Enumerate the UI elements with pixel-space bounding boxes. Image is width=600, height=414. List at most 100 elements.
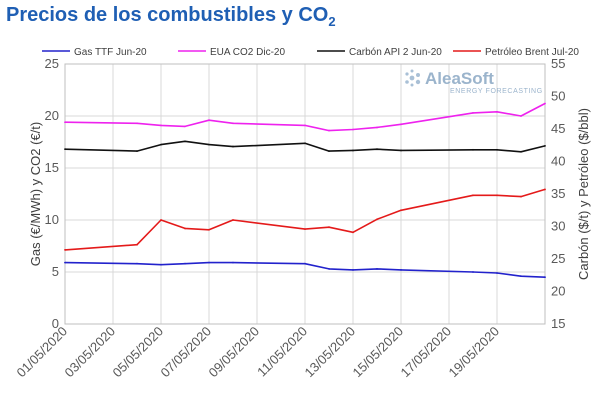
data-point: [184, 125, 186, 128]
data-point: [376, 267, 378, 270]
data-point: [496, 148, 498, 151]
y-axis-left-ticks: 0 5 10 15 20 25: [45, 56, 59, 331]
x-tick-label: 07/05/2020: [157, 324, 214, 381]
x-tick-label: 05/05/2020: [109, 324, 166, 381]
y2-tick-label: 35: [551, 186, 565, 201]
y-tick-label: 25: [45, 56, 59, 71]
data-point: [376, 126, 378, 129]
y2-tick-label: 55: [551, 56, 565, 71]
logo-dot: [416, 73, 420, 77]
x-tick-label: 01/05/2020: [13, 324, 70, 381]
data-point: [232, 261, 234, 264]
data-point: [496, 110, 498, 113]
data-point: [328, 129, 330, 132]
data-point: [376, 148, 378, 151]
data-point: [328, 150, 330, 153]
data-point: [184, 140, 186, 143]
logo-dot: [409, 75, 415, 81]
data-point: [304, 262, 306, 265]
data-point: [136, 243, 138, 246]
data-point: [544, 102, 546, 105]
data-point: [64, 121, 66, 124]
data-point: [400, 123, 402, 126]
data-point: [304, 142, 306, 145]
data-point: [64, 249, 66, 251]
data-point: [520, 115, 522, 117]
data-point: [64, 148, 66, 151]
y-axis-right-label: Carbón ($/t) y Petróleo ($/bbl): [576, 108, 591, 280]
y2-tick-label: 40: [551, 154, 565, 169]
data-point: [400, 149, 402, 152]
y-tick-label: 20: [45, 108, 59, 123]
logo-dot: [405, 72, 409, 76]
legend-entry-2: Carbón API 2 Jun-20: [349, 47, 442, 58]
y-axis-left-label: Gas (€/MWh) y CO2 (€/t): [28, 122, 43, 266]
logo-brand: AleaSoft: [425, 69, 494, 88]
data-point: [184, 262, 186, 265]
data-point: [160, 263, 162, 266]
y-tick-label: 15: [45, 160, 59, 175]
data-point: [160, 143, 162, 146]
data-point: [304, 228, 306, 231]
data-point: [136, 262, 138, 265]
y2-tick-label: 25: [551, 251, 565, 266]
y2-tick-label: 45: [551, 121, 565, 136]
gridlines: [64, 63, 545, 325]
data-point: [496, 272, 498, 274]
data-point: [208, 119, 210, 122]
data-point: [208, 143, 210, 146]
data-point: [232, 145, 234, 148]
data-point: [208, 228, 210, 231]
legend: Gas TTF Jun-20 EUA CO2 Dic-20 Carbón API 2…: [42, 47, 579, 58]
data-point: [184, 227, 186, 230]
logo-dot: [405, 80, 409, 84]
plot-frame: [64, 63, 546, 325]
x-tick-label: 13/05/2020: [301, 324, 358, 381]
y2-tick-label: 50: [551, 89, 565, 104]
legend-entry-0: Gas TTF Jun-20: [74, 47, 147, 58]
chart-title-subscript: 2: [328, 14, 336, 29]
data-point: [304, 124, 306, 127]
data-point: [544, 145, 546, 147]
data-point: [160, 219, 162, 221]
y-tick-label: 5: [52, 264, 59, 279]
data-point: [352, 128, 354, 131]
data-point: [328, 267, 330, 270]
chart-title-main: Precios de los combustibles y CO: [6, 4, 329, 26]
data-point: [472, 194, 474, 197]
data-point: [376, 218, 378, 221]
data-point: [136, 122, 138, 125]
y2-tick-label: 20: [551, 284, 565, 299]
data-point: [520, 275, 522, 278]
data-point: [520, 195, 522, 198]
x-axis-ticks: 01/05/202003/05/202005/05/202007/05/2020…: [13, 324, 502, 381]
data-point: [544, 276, 546, 279]
y-tick-label: 0: [52, 316, 59, 331]
data-point: [472, 148, 474, 151]
data-point: [232, 122, 234, 125]
data-point: [64, 261, 66, 264]
data-point: [352, 269, 354, 271]
data-point: [136, 150, 138, 153]
logo-tagline: ENERGY FORECASTING: [450, 88, 543, 95]
data-point: [520, 150, 522, 153]
data-point: [496, 194, 498, 197]
y2-tick-label: 30: [551, 219, 565, 234]
legend-entry-1: EUA CO2 Dic-20: [210, 47, 285, 58]
data-point: [544, 188, 546, 191]
series-lines: [64, 102, 546, 279]
x-tick-label: 15/05/2020: [349, 324, 406, 381]
data-point: [352, 231, 354, 234]
y2-tick-label: 15: [551, 316, 565, 331]
data-point: [208, 261, 210, 264]
data-point: [400, 209, 402, 212]
x-tick-label: 09/05/2020: [205, 324, 262, 381]
y-axis-right-ticks: 15 20 25 30 35 40 45 50 55: [551, 56, 565, 331]
x-tick-label: 03/05/2020: [61, 324, 118, 381]
logo-dot: [410, 69, 414, 73]
data-point: [328, 226, 330, 229]
data-point: [400, 269, 402, 271]
data-point: [352, 149, 354, 152]
